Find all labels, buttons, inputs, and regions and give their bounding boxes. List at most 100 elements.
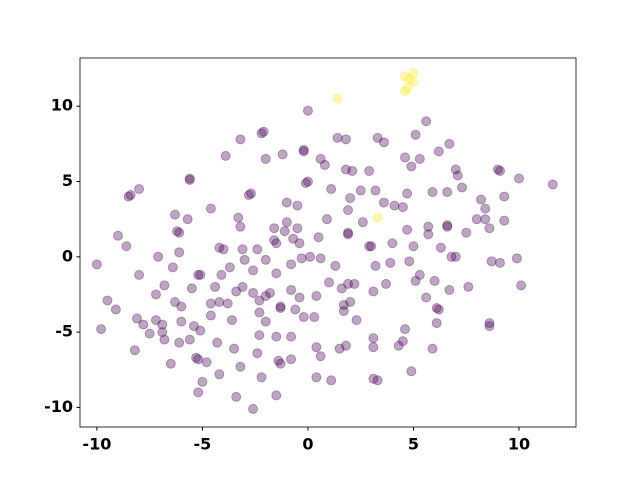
point — [372, 212, 383, 223]
point — [368, 373, 379, 384]
point — [484, 321, 495, 332]
point — [345, 193, 356, 204]
point — [414, 153, 425, 164]
point — [514, 173, 525, 184]
point — [408, 241, 419, 252]
point — [197, 376, 208, 387]
point — [484, 223, 495, 234]
point — [471, 214, 482, 225]
point — [355, 185, 366, 196]
point — [258, 126, 269, 137]
point — [273, 355, 284, 366]
point — [311, 372, 322, 383]
point — [174, 227, 185, 238]
point — [157, 319, 168, 330]
point — [286, 354, 297, 365]
point — [169, 296, 180, 307]
point — [216, 269, 227, 280]
point — [397, 336, 408, 347]
point — [480, 214, 491, 225]
point — [547, 179, 558, 190]
point — [288, 233, 299, 244]
point — [442, 220, 453, 231]
point — [311, 290, 322, 301]
point — [495, 257, 506, 268]
point — [315, 253, 326, 264]
point — [231, 286, 242, 297]
point — [349, 278, 360, 289]
point — [248, 265, 259, 276]
point — [169, 209, 180, 220]
point — [214, 369, 225, 380]
point — [292, 200, 303, 211]
point — [226, 315, 237, 326]
point — [252, 348, 263, 359]
point — [444, 284, 455, 295]
x-tick-label: 0 — [302, 435, 313, 454]
x-tick-label: -5 — [194, 435, 212, 454]
point — [144, 328, 155, 339]
point — [260, 316, 271, 327]
point — [343, 229, 354, 240]
point — [378, 137, 389, 148]
point — [444, 138, 455, 149]
point — [131, 313, 142, 324]
point — [256, 372, 267, 383]
point — [302, 105, 313, 116]
point — [330, 260, 341, 271]
point — [235, 134, 246, 145]
point — [450, 164, 461, 175]
point — [435, 242, 446, 253]
point — [186, 283, 197, 294]
point — [233, 212, 244, 223]
point — [237, 244, 248, 255]
point — [243, 190, 254, 201]
point — [210, 281, 221, 292]
point — [385, 257, 396, 268]
point — [410, 275, 421, 286]
point — [340, 134, 351, 145]
point — [184, 174, 195, 185]
point — [429, 275, 440, 286]
point — [368, 286, 379, 297]
point — [343, 227, 354, 238]
axes-frame — [79, 57, 577, 428]
point — [351, 315, 362, 326]
point — [224, 262, 235, 273]
point — [427, 343, 438, 354]
point — [222, 298, 233, 309]
point — [269, 223, 280, 234]
point — [326, 375, 337, 386]
point — [364, 165, 375, 176]
point — [252, 244, 263, 255]
point — [499, 215, 510, 226]
point — [408, 77, 419, 88]
point — [402, 224, 413, 235]
point — [235, 221, 246, 232]
point — [400, 71, 411, 82]
point — [431, 303, 442, 314]
point — [275, 303, 286, 314]
point — [277, 149, 288, 160]
point — [414, 269, 425, 280]
point — [423, 221, 434, 232]
point — [281, 197, 292, 208]
point — [492, 164, 503, 175]
point — [150, 315, 161, 326]
point — [499, 191, 510, 202]
point — [91, 259, 102, 270]
point — [193, 354, 204, 365]
point — [370, 260, 381, 271]
point — [484, 318, 495, 329]
point — [184, 173, 195, 184]
point — [450, 251, 461, 262]
point — [442, 187, 453, 198]
point — [275, 301, 286, 312]
point — [159, 280, 170, 291]
point — [321, 214, 332, 225]
point — [442, 221, 453, 232]
point — [286, 284, 297, 295]
point — [112, 230, 123, 241]
point — [191, 352, 202, 363]
